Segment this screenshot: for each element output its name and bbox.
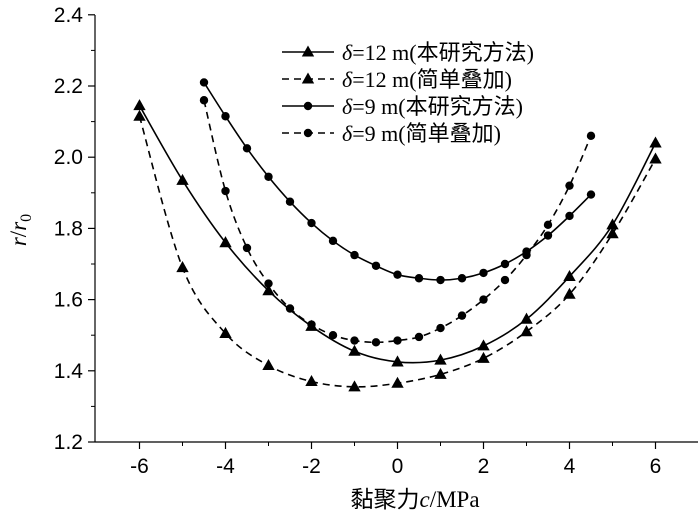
circle-marker (350, 336, 359, 345)
circle-marker (199, 78, 209, 87)
y-tick-label: 1.2 (54, 431, 83, 454)
y-tick-label: 2.4 (54, 4, 84, 27)
legend: δ=12 m(本研究方法)δ=12 m(简单叠加)δ=9 m(本研究方法)δ=9… (282, 40, 534, 146)
x-tick-label: -6 (130, 455, 149, 478)
circle-marker (242, 144, 252, 153)
y-tick-label: 2.2 (54, 75, 83, 98)
legend-label: δ=12 m(本研究方法) (342, 40, 534, 65)
triangle-marker (133, 109, 146, 121)
y-tick-label: 1.4 (54, 360, 84, 383)
triangle-marker (520, 325, 533, 337)
triangle-marker (262, 284, 275, 296)
circle-marker (393, 336, 402, 345)
legend-entry-4: δ=9 m(简单叠加) (282, 121, 501, 146)
legend-label: δ=12 m(简单叠加) (342, 67, 512, 92)
series-4 (199, 96, 596, 347)
circle-marker (371, 261, 381, 270)
circle-marker (242, 243, 252, 253)
x-axis-title: 黏聚力c/MPa (350, 487, 479, 512)
triangle-marker (434, 353, 447, 365)
triangle-marker (649, 136, 662, 148)
circle-marker (479, 268, 488, 278)
triangle-marker (477, 351, 490, 363)
circle-marker (264, 279, 273, 288)
circle-marker (543, 220, 553, 230)
x-tick-label: 2 (478, 455, 490, 478)
triangle-marker (262, 358, 275, 371)
x-tick-label: 6 (650, 455, 662, 478)
triangle-marker (606, 218, 619, 230)
circle-marker (221, 186, 230, 196)
circle-marker (500, 259, 510, 269)
y-tick-label: 1.8 (54, 217, 83, 240)
y-axis-title: r/r0 (6, 214, 35, 246)
circle-marker (285, 304, 295, 313)
triangle-marker (649, 152, 662, 164)
circle-marker (285, 197, 295, 206)
circle-marker (414, 332, 424, 342)
circle-marker (199, 96, 209, 105)
legend-entry-2: δ=12 m(简单叠加) (282, 67, 512, 92)
circle-marker (586, 131, 596, 141)
series-layer (133, 78, 662, 392)
circle-marker (307, 320, 316, 329)
triangle-marker (563, 287, 576, 299)
triangle-marker (606, 227, 619, 239)
legend-entry-1: δ=12 m(本研究方法) (282, 40, 534, 65)
circle-marker (328, 331, 338, 340)
triangle-marker (348, 344, 361, 356)
series-line (138, 116, 657, 388)
circle-marker (350, 250, 359, 260)
y-tick-label: 1.6 (54, 289, 83, 312)
triangle-marker (219, 326, 232, 338)
x-tick-label: 4 (564, 455, 576, 478)
x-tick-label: -4 (216, 455, 235, 478)
triangle-marker (348, 380, 361, 392)
triangle-marker (477, 339, 490, 351)
circle-marker (393, 270, 402, 279)
legend-triangle-marker (301, 72, 315, 84)
legend-entry-3: δ=9 m(本研究方法) (282, 94, 523, 119)
legend-triangle-marker (301, 45, 315, 57)
triangle-marker (563, 269, 576, 282)
x-tick-label: -2 (302, 455, 321, 478)
legend-circle-marker (303, 101, 313, 111)
circle-marker (371, 338, 381, 347)
axes-layer: -6 -4 -2 0 2 4 6 1.2 1.4 1.6 1.8 2.0 2.2 2.4 (54, 4, 698, 478)
circle-marker (414, 274, 424, 283)
circle-marker (436, 323, 445, 333)
circle-marker (565, 181, 574, 190)
legend-label: δ=9 m(简单叠加) (342, 121, 501, 146)
triangle-marker (305, 374, 318, 387)
circle-marker (307, 218, 316, 228)
circle-marker (479, 295, 488, 304)
triangle-marker (219, 236, 232, 248)
circle-marker (500, 275, 510, 285)
circle-marker (522, 250, 531, 260)
triangle-marker (391, 355, 404, 367)
legend-circle-marker (303, 128, 313, 138)
triangle-marker (391, 376, 404, 388)
triangle-marker (176, 173, 189, 185)
circle-marker (586, 190, 596, 199)
circle-marker (543, 231, 553, 240)
y-tick-label: 2.0 (54, 146, 83, 169)
circle-marker (436, 275, 445, 285)
circle-marker (457, 311, 467, 320)
circle-marker (221, 112, 230, 121)
circle-marker (457, 274, 467, 283)
legend-label: δ=9 m(本研究方法) (342, 94, 523, 119)
circle-marker (264, 172, 273, 181)
circle-marker (328, 236, 338, 246)
x-tick-label: 0 (392, 455, 404, 478)
series-2 (133, 109, 662, 392)
triangle-marker (176, 261, 189, 273)
triangle-marker (434, 367, 447, 379)
circle-marker (565, 211, 574, 221)
triangle-marker (520, 312, 533, 324)
triangle-marker (133, 99, 146, 111)
